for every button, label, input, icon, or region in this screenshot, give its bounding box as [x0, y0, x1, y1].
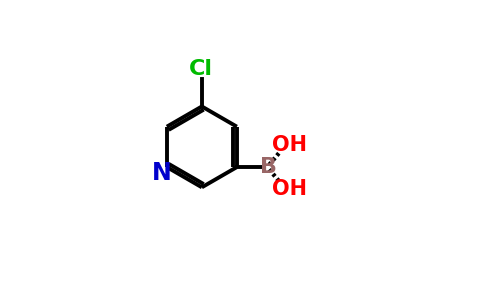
Text: B: B: [259, 157, 276, 177]
Text: OH: OH: [272, 179, 307, 199]
Text: N: N: [152, 161, 172, 185]
Text: OH: OH: [272, 135, 307, 155]
Text: Cl: Cl: [189, 59, 212, 80]
